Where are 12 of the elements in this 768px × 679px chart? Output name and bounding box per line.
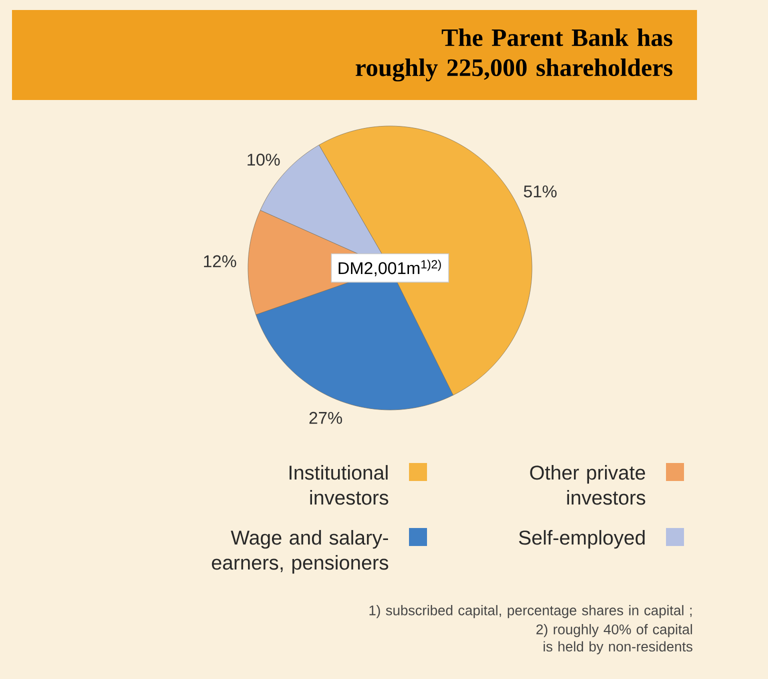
legend-label: Wage and salary-earners, pensioners — [212, 530, 388, 574]
legend-label: Self-employed — [519, 530, 645, 549]
legend-label: Other private investors — [530, 465, 646, 505]
data-label: 51% — [524, 186, 557, 198]
data-label: 12% — [204, 255, 236, 268]
text: 2) roughly 40% of capital is held by non-residents — [536, 624, 692, 654]
text: 1) subscribed capital, percentage shares in capital ; — [370, 605, 692, 618]
legend-label: Institutional investors — [290, 465, 388, 505]
data-label: 27% — [309, 412, 342, 424]
chart-title: The Parent Bank has roughly 225,000 shareholders — [356, 28, 672, 82]
text: DM2,001m$^{1)2)}$ — [338, 260, 441, 276]
data-label: 10% — [248, 154, 280, 166]
